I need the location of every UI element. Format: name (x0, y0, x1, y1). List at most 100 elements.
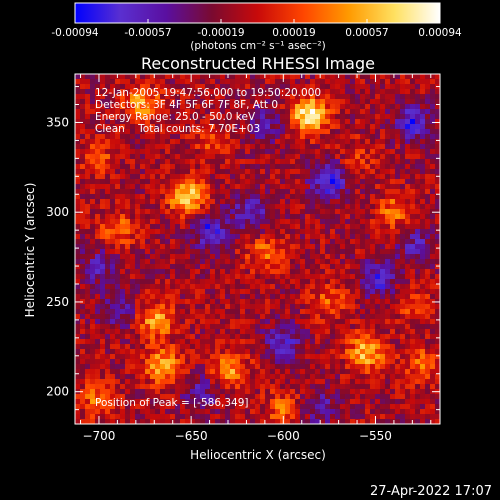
heatmap-cell (280, 154, 286, 160)
heatmap-cell (110, 304, 116, 310)
heatmap-cell (105, 109, 111, 115)
heatmap-cell (370, 149, 376, 155)
heatmap-cell (410, 174, 416, 180)
heatmap-cell (280, 129, 286, 135)
heatmap-cell (300, 174, 306, 180)
heatmap-cell (340, 254, 346, 260)
heatmap-cell (110, 144, 116, 150)
heatmap-cell (185, 229, 191, 235)
heatmap-cell (395, 109, 401, 115)
heatmap-cell (220, 169, 226, 175)
heatmap-cell (355, 294, 361, 300)
heatmap-cell (165, 149, 171, 155)
heatmap-cell (395, 104, 401, 110)
heatmap-cell (175, 284, 181, 290)
heatmap-cell (325, 199, 331, 205)
heatmap-cell (135, 104, 141, 110)
heatmap-cell (195, 129, 201, 135)
heatmap-cell (170, 354, 176, 360)
heatmap-cell (310, 194, 316, 200)
heatmap-cell (140, 284, 146, 290)
heatmap-cell (80, 304, 86, 310)
heatmap-cell (165, 289, 171, 295)
heatmap-cell (255, 324, 261, 330)
heatmap-cell (130, 139, 136, 145)
heatmap-cell (355, 214, 361, 220)
heatmap-cell (230, 264, 236, 270)
heatmap-cell (380, 294, 386, 300)
heatmap-cell (365, 139, 371, 145)
heatmap-cell (410, 394, 416, 400)
heatmap-cell (375, 94, 381, 100)
heatmap-cell (295, 184, 301, 190)
heatmap-cell (100, 199, 106, 205)
heatmap-cell (170, 324, 176, 330)
heatmap-cell (125, 79, 131, 85)
heatmap-cell (325, 269, 331, 275)
heatmap-cell (280, 119, 286, 125)
heatmap-cell (130, 339, 136, 345)
heatmap-cell (140, 74, 146, 80)
heatmap-cell (280, 354, 286, 360)
heatmap-cell (145, 89, 151, 95)
heatmap-cell (370, 179, 376, 185)
heatmap-cell (355, 369, 361, 375)
heatmap-cell (180, 304, 186, 310)
heatmap-cell (165, 79, 171, 85)
heatmap-cell (95, 374, 101, 380)
heatmap-cell (100, 204, 106, 210)
heatmap-cell (340, 159, 346, 165)
heatmap-cell (105, 319, 111, 325)
heatmap-cell (225, 399, 231, 405)
heatmap-cell (185, 249, 191, 255)
heatmap-cell (235, 279, 241, 285)
heatmap-cell (180, 199, 186, 205)
heatmap-cell (205, 129, 211, 135)
heatmap-cell (370, 414, 376, 420)
heatmap-cell (420, 319, 426, 325)
heatmap-cell (140, 314, 146, 320)
heatmap-cell (225, 89, 231, 95)
heatmap-cell (330, 389, 336, 395)
heatmap-cell (170, 134, 176, 140)
heatmap-cell (160, 339, 166, 345)
heatmap-cell (300, 169, 306, 175)
heatmap-cell (105, 219, 111, 225)
heatmap-cell (150, 269, 156, 275)
heatmap-cell (360, 254, 366, 260)
heatmap-cell (185, 254, 191, 260)
heatmap-cell (125, 299, 131, 305)
heatmap-cell (275, 404, 281, 410)
heatmap-cell (210, 249, 216, 255)
heatmap-cell (280, 359, 286, 365)
heatmap-cell (355, 289, 361, 295)
heatmap-cell (340, 99, 346, 105)
heatmap-cell (215, 419, 221, 424)
heatmap-cell (265, 319, 271, 325)
heatmap-cell (260, 269, 266, 275)
heatmap-cell (425, 174, 431, 180)
heatmap-cell (185, 379, 191, 385)
heatmap-cell (380, 229, 386, 235)
heatmap-cell (355, 344, 361, 350)
heatmap-cell (120, 84, 126, 90)
heatmap-cell (105, 249, 111, 255)
heatmap-cell (175, 174, 181, 180)
heatmap-cell (100, 209, 106, 215)
heatmap-cell (250, 229, 256, 235)
heatmap-cell (270, 84, 276, 90)
heatmap-cell (225, 194, 231, 200)
heatmap-cell (405, 359, 411, 365)
heatmap-cell (155, 104, 161, 110)
heatmap-cell (425, 129, 431, 135)
heatmap-cell (370, 279, 376, 285)
heatmap-cell (260, 399, 266, 405)
heatmap-cell (405, 399, 411, 405)
heatmap-cell (410, 259, 416, 265)
heatmap-cell (140, 379, 146, 385)
heatmap-cell (295, 189, 301, 195)
heatmap-cell (330, 89, 336, 95)
heatmap-cell (165, 104, 171, 110)
heatmap-cell (305, 389, 311, 395)
heatmap-cell (340, 234, 346, 240)
